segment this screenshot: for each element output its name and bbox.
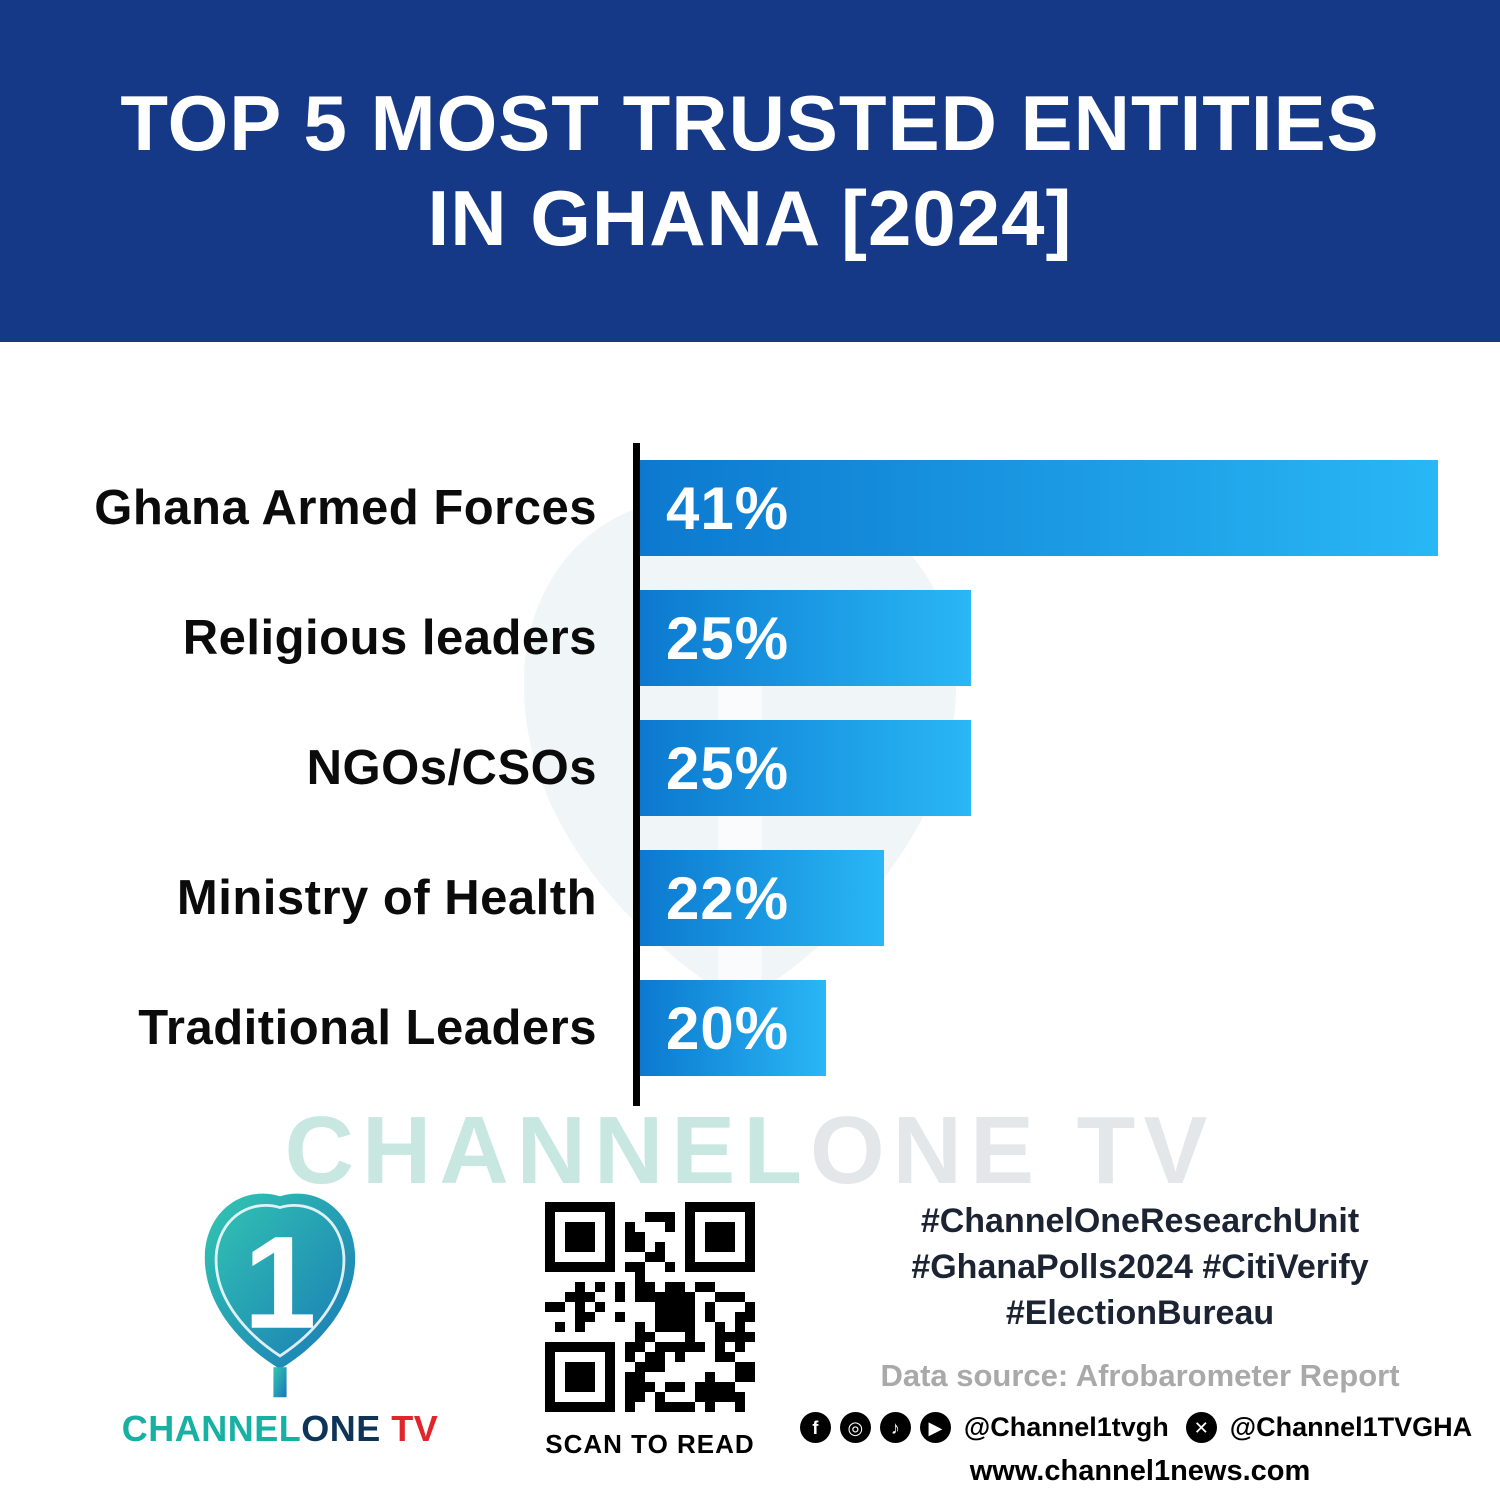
- x-icon: ✕: [1185, 1412, 1217, 1443]
- bar: 41%: [640, 460, 1438, 556]
- website-url: www.channel1news.com: [969, 1455, 1311, 1487]
- instagram-icon: ◎: [839, 1412, 871, 1443]
- bar-value-label: 20%: [666, 994, 790, 1062]
- bar-row: NGOs/CSOs 25%: [0, 720, 1438, 816]
- logo-wordmark: CHANNELONE TV: [120, 1408, 440, 1450]
- bar-track: 25%: [640, 590, 1438, 686]
- social-handle-1: @Channel1tvgh: [963, 1412, 1169, 1442]
- chart-axis: [633, 443, 640, 1106]
- bar-row: Ministry of Health 22%: [0, 850, 1438, 946]
- category-label: Ministry of Health: [176, 871, 597, 925]
- data-source-text: Data source: Afrobarometer Report: [880, 1358, 1400, 1393]
- category-label: Religious leaders: [182, 611, 597, 665]
- bar: 20%: [640, 980, 826, 1076]
- bar-track: 20%: [640, 980, 1438, 1076]
- hashtag-line-1: #ChannelOneResearchUnit: [920, 1202, 1360, 1240]
- social-row: f ◎ ♪ ▶ @Channel1tvgh ✕ @Channel1TVGHA: [799, 1412, 1472, 1443]
- logo-word-tv: TV: [380, 1408, 439, 1449]
- social-handle-2: @Channel1TVGHA: [1229, 1412, 1473, 1442]
- bar-value-label: 25%: [666, 734, 790, 802]
- logo-word-one: ONE: [301, 1408, 381, 1449]
- youtube-icon: ▶: [919, 1412, 951, 1443]
- bar-value-label: 22%: [666, 864, 790, 932]
- tiktok-icon: ♪: [879, 1412, 911, 1443]
- category-label: Traditional Leaders: [138, 1001, 597, 1055]
- bar: 25%: [640, 720, 972, 816]
- qr-code: [545, 1202, 755, 1412]
- bar-row: Ghana Armed Forces 41%: [0, 460, 1438, 556]
- bar-row: Traditional Leaders 20%: [0, 980, 1438, 1076]
- bar-value-label: 25%: [666, 604, 790, 672]
- footer: 1 CHANNELONE TV SCAN TO READ #ChannelOne…: [0, 1180, 1500, 1500]
- social-block: #ChannelOneResearchUnit #GhanaPolls2024 …: [799, 1198, 1472, 1488]
- hashtag-line-3: #ElectionBureau: [1005, 1294, 1275, 1332]
- category-label: Ghana Armed Forces: [94, 481, 597, 535]
- channel-one-logo-icon: 1: [204, 1193, 356, 1398]
- bar-rows: Ghana Armed Forces 41% Religious leaders 25…: [0, 460, 1438, 1110]
- page-title-line2: IN GHANA [2024]: [427, 174, 1073, 262]
- qr-block: SCAN TO READ: [535, 1202, 765, 1460]
- page-title-line1: TOP 5 MOST TRUSTED ENTITIES: [120, 78, 1380, 167]
- logo-word-channel: CHANNEL: [121, 1408, 302, 1449]
- header-banner: TOP 5 MOST TRUSTED ENTITIES IN GHANA [20…: [0, 0, 1500, 342]
- qr-caption: SCAN TO READ: [545, 1429, 755, 1459]
- category-label: NGOs/CSOs: [306, 741, 597, 795]
- bar: 22%: [640, 850, 885, 946]
- bar: 25%: [640, 590, 972, 686]
- channel-one-logo-block: 1 CHANNELONE TV: [120, 1185, 440, 1450]
- bar-row: Religious leaders 25%: [0, 590, 1438, 686]
- facebook-icon: f: [799, 1412, 831, 1443]
- bar-track: 41%: [640, 460, 1438, 556]
- hashtag-line-2: #GhanaPolls2024 #CitiVerify: [911, 1248, 1369, 1286]
- logo-numeral: 1: [243, 1209, 316, 1356]
- bar-track: 25%: [640, 720, 1438, 816]
- bar-track: 22%: [640, 850, 1438, 946]
- bar-value-label: 41%: [666, 474, 790, 542]
